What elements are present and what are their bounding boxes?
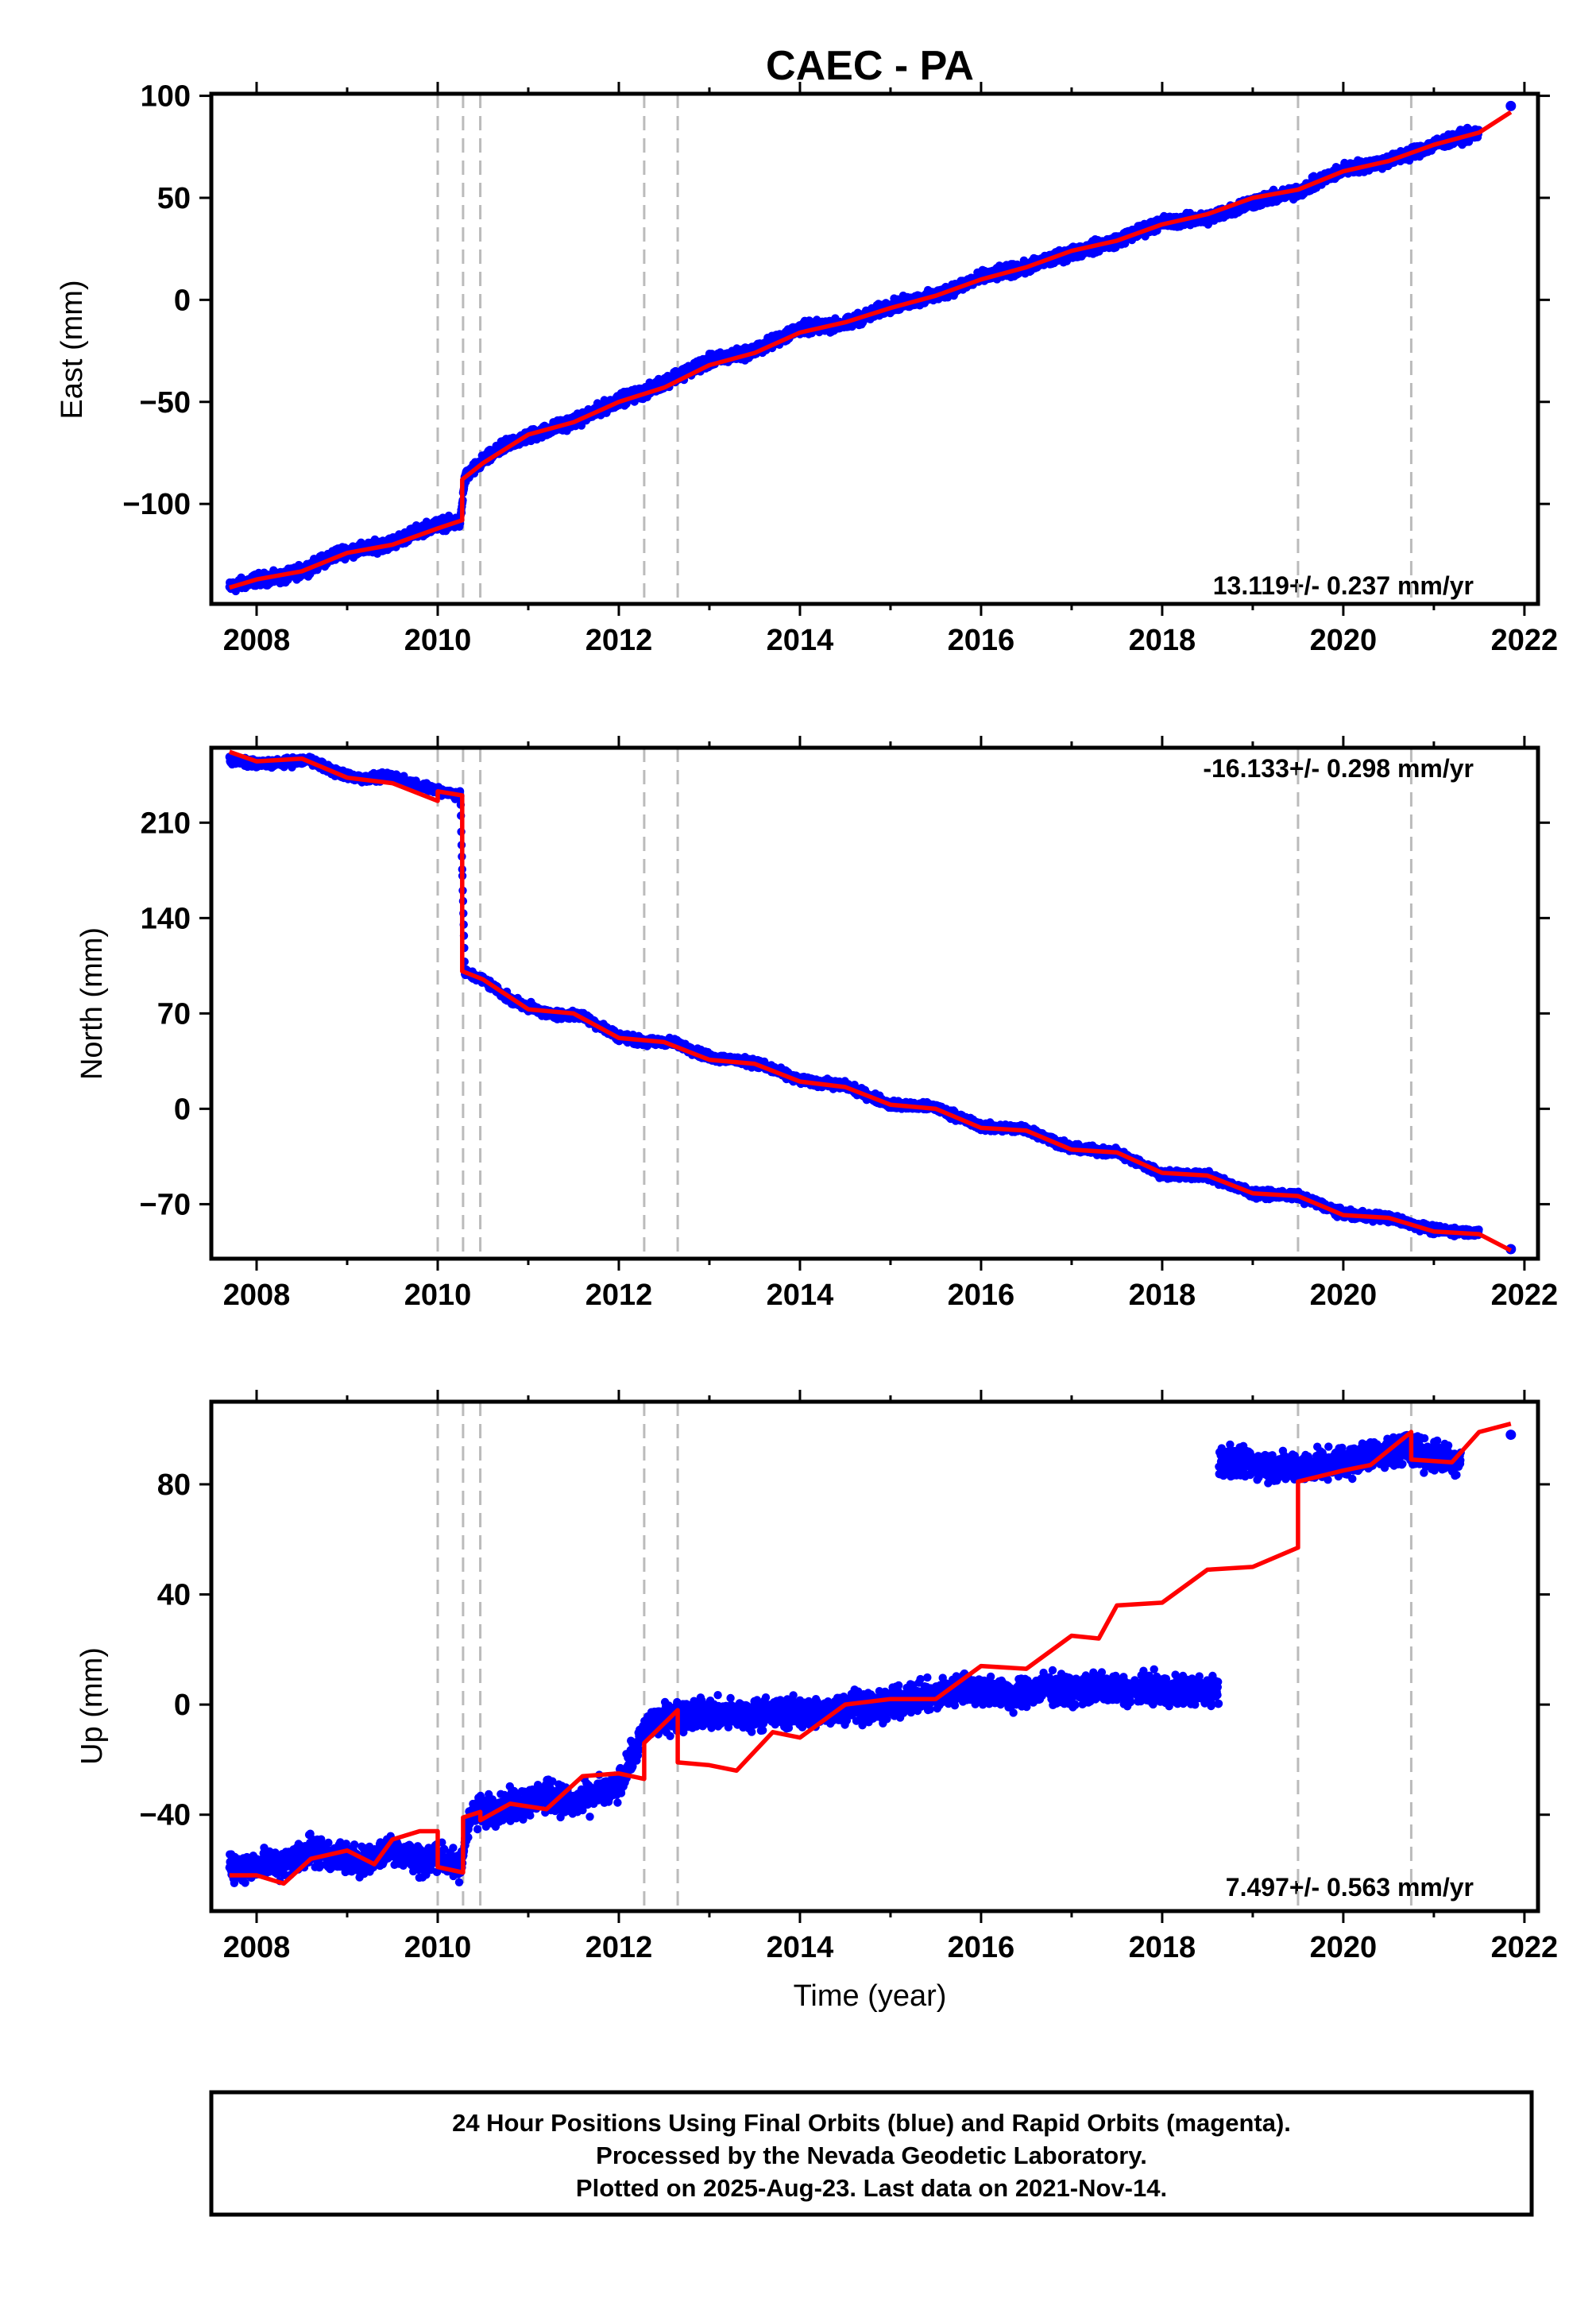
east-last-point-0 xyxy=(1505,100,1517,111)
east-ytick-label-2: 0 xyxy=(174,284,191,317)
east-xtick-label-3: 2014 xyxy=(767,624,834,657)
east-xtick-label-6: 2020 xyxy=(1310,624,1378,657)
north-plot-area xyxy=(225,749,1517,1255)
east-ytick-label-1: −50 xyxy=(140,386,191,420)
east-ytick-label-3: 50 xyxy=(157,182,191,215)
east-xtick-label-2: 2012 xyxy=(585,624,653,657)
east-plot-area xyxy=(225,100,1517,596)
east-xtick-label-0: 2008 xyxy=(223,624,291,657)
north-rate-label: -16.133+/- 0.298 mm/yr xyxy=(1203,754,1474,783)
east-rate-label: 13.119+/- 0.237 mm/yr xyxy=(1213,571,1474,600)
east-xtick-label-1: 2010 xyxy=(404,624,472,657)
east-xtick-label-7: 2022 xyxy=(1491,624,1559,657)
east-ytick-label-0: −100 xyxy=(122,488,191,521)
chart-title: CAEC - PA xyxy=(766,43,974,89)
east-ytick-label-4: 100 xyxy=(141,80,191,114)
east-xtick-label-5: 2018 xyxy=(1129,624,1196,657)
east-panel: East (mm) 13.119+/- 0.237 mm/yr 2008 2010… xyxy=(56,80,1558,657)
east-frame xyxy=(209,91,1540,606)
north-ylabel: North (mm) xyxy=(75,927,109,1080)
east-ylabel: East (mm) xyxy=(56,280,89,419)
north-panel: North (mm) -16.133+/- 0.298 mm/yr 2008 20… xyxy=(75,736,1558,1312)
east-model-line xyxy=(229,110,1513,590)
east-xtick-label-4: 2016 xyxy=(948,624,1015,657)
